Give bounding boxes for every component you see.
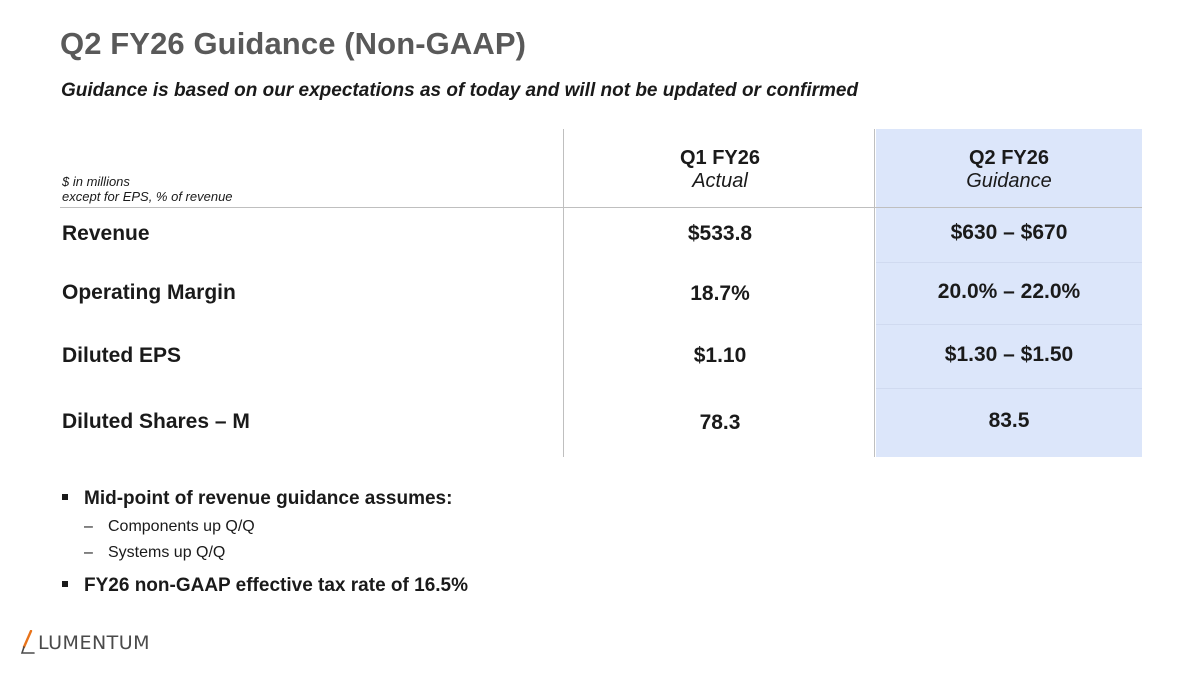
bullet-text: Systems up Q/Q <box>108 544 226 561</box>
column-divider-right <box>874 129 875 457</box>
cell-guidance-diluted-shares: 83.5 <box>988 409 1030 432</box>
column-header-title: Q2 FY26 <box>968 147 1050 169</box>
cell-actual-diluted-shares: 78.3 <box>699 411 741 434</box>
row-label-revenue: Revenue <box>62 222 150 245</box>
row-label-diluted-eps: Diluted EPS <box>62 344 182 367</box>
column-divider-left <box>563 129 564 457</box>
guidance-column-background <box>876 129 1142 457</box>
cell-actual-revenue: $533.8 <box>687 222 753 245</box>
row-label-diluted-shares: Diluted Shares – M <box>62 410 250 433</box>
list-item: Mid-point of revenue guidance assumes: <box>62 488 452 510</box>
header-divider <box>60 207 1142 208</box>
cell-actual-operating-margin: 18.7% <box>690 282 750 305</box>
square-bullet-icon <box>62 580 68 587</box>
lumentum-slash-icon <box>20 630 35 654</box>
bullet-text: Components up Q/Q <box>108 518 255 535</box>
list-item: FY26 non-GAAP effective tax rate of 16.5… <box>62 575 468 597</box>
cell-guidance-revenue: $630 – $670 <box>950 221 1068 244</box>
slide-title: Q2 FY26 Guidance (Non-GAAP) <box>60 26 527 61</box>
row-divider <box>876 262 1142 263</box>
units-line: $ in millions <box>62 174 130 189</box>
list-item: – Systems up Q/Q <box>84 544 225 562</box>
column-header-subtitle: Actual <box>692 170 748 192</box>
cell-guidance-diluted-eps: $1.30 – $1.50 <box>944 343 1074 366</box>
bullet-text: Mid-point of revenue guidance assumes: <box>84 488 453 509</box>
units-line: except for EPS, % of revenue <box>62 189 233 204</box>
column-header-title: Q1 FY26 <box>679 147 761 169</box>
units-note: $ in millions except for EPS, % of reven… <box>62 174 233 204</box>
lumentum-logo: LUMENTUM <box>20 628 150 658</box>
bullet-text: FY26 non-GAAP effective tax rate of 16.5… <box>84 575 468 596</box>
row-divider <box>876 324 1142 325</box>
logo-text: LUMENTUM <box>38 632 151 654</box>
cell-actual-diluted-eps: $1.10 <box>693 344 747 367</box>
row-label-operating-margin: Operating Margin <box>62 281 236 304</box>
slide-subtitle: Guidance is based on our expectations as… <box>61 80 859 101</box>
row-divider <box>876 388 1142 389</box>
column-header-guidance: Q2 FY26 Guidance <box>876 146 1142 192</box>
dash-bullet-icon: – <box>84 544 93 561</box>
dash-bullet-icon: – <box>84 518 93 535</box>
column-header-actual: Q1 FY26 Actual <box>565 146 875 192</box>
column-header-subtitle: Guidance <box>966 170 1052 192</box>
square-bullet-icon <box>62 493 68 500</box>
cell-guidance-operating-margin: 20.0% – 22.0% <box>937 280 1081 303</box>
list-item: – Components up Q/Q <box>84 518 255 536</box>
